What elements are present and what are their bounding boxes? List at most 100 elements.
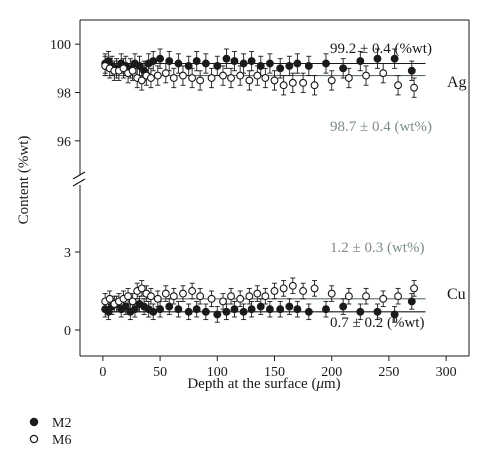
data-point-ag-m2 — [149, 50, 158, 72]
data-markers — [101, 48, 419, 323]
data-point-cu-m6 — [128, 293, 137, 310]
x-tick-label: 0 — [99, 365, 106, 380]
x-axis-label: Depth at the surface (μm) — [187, 376, 340, 392]
data-point-ag-m6 — [394, 75, 403, 96]
y-tick-label: 98 — [57, 87, 71, 102]
data-point-cu-m2 — [256, 298, 265, 315]
data-point-ag-m2 — [407, 60, 416, 81]
data-point-ag-m6 — [288, 72, 297, 93]
y-tick-label: 0 — [64, 324, 71, 339]
data-marker — [137, 76, 146, 85]
data-point-ag-m2 — [390, 48, 399, 69]
data-point-ag-m2 — [230, 50, 239, 72]
data-point-cu-m2 — [304, 303, 313, 321]
data-point-cu-m6 — [137, 280, 146, 297]
data-marker — [344, 292, 353, 301]
y-tick-label: 100 — [50, 38, 71, 53]
data-marker — [128, 66, 137, 75]
data-point-ag-m6 — [270, 70, 279, 91]
data-marker — [253, 71, 262, 80]
annotation-ag-m2: 99.2 ± 0.4 (%wt) — [330, 41, 432, 57]
data-point-cu-m6 — [245, 287, 254, 305]
data-marker — [169, 292, 178, 301]
data-marker — [128, 297, 137, 306]
data-marker — [236, 294, 245, 303]
data-point-ag-m6 — [207, 67, 216, 89]
data-marker — [362, 71, 370, 80]
data-marker — [293, 305, 302, 314]
annotation-cu-m6: 1.2 ± 0.3 (wt%) — [330, 240, 424, 256]
data-marker — [227, 74, 235, 82]
data-marker — [239, 59, 248, 68]
data-point-cu-m2 — [293, 300, 302, 318]
data-point-cu-m2 — [322, 300, 330, 318]
data-point-ag-m2 — [213, 55, 222, 77]
axis-break-marks — [72, 171, 86, 187]
data-marker — [201, 307, 210, 316]
data-point-ag-m2 — [373, 48, 382, 69]
data-point-ag-m2 — [265, 53, 274, 74]
data-point-cu-m2 — [356, 303, 365, 321]
data-marker — [196, 292, 205, 301]
data-point-cu-m6 — [146, 287, 155, 305]
data-marker — [146, 292, 155, 301]
x-tick-label: 250 — [378, 365, 399, 380]
data-point-cu-m2 — [285, 298, 294, 315]
data-point-cu-m2 — [230, 300, 239, 318]
data-marker — [149, 307, 158, 316]
data-point-cu-m2 — [165, 298, 174, 315]
element-label-cu: Cu — [447, 286, 466, 303]
data-marker — [379, 69, 388, 78]
data-point-cu-m6 — [310, 280, 319, 297]
data-marker — [247, 57, 256, 66]
data-marker — [188, 74, 197, 82]
data-point-ag-m6 — [245, 70, 254, 91]
legend-marker-m6 — [29, 434, 39, 444]
data-marker — [362, 292, 370, 301]
data-marker — [174, 305, 183, 314]
data-point-ag-m6 — [344, 67, 353, 89]
mean-lines — [102, 62, 426, 313]
data-marker — [161, 69, 170, 78]
data-point-ag-m6 — [146, 67, 155, 89]
data-point-ag-m6 — [196, 70, 205, 91]
data-point-ag-m6 — [161, 63, 170, 84]
data-point-ag-m6 — [153, 65, 162, 86]
data-marker — [137, 284, 146, 293]
data-marker — [310, 284, 319, 293]
axis-break-mark — [72, 171, 86, 180]
data-marker — [192, 57, 201, 66]
data-marker — [270, 76, 279, 85]
data-marker — [165, 57, 174, 66]
data-point-ag-m6 — [119, 58, 128, 79]
data-point-ag-m6 — [261, 67, 270, 89]
data-point-cu-m6 — [379, 290, 388, 308]
data-marker — [288, 281, 297, 290]
data-marker — [239, 307, 248, 316]
data-marker — [227, 292, 235, 301]
x-tick-label: 300 — [436, 365, 457, 380]
legend-marker-m2 — [29, 417, 39, 427]
data-marker — [153, 294, 162, 303]
data-point-ag-m2 — [135, 55, 144, 77]
data-point-ag-m2 — [356, 50, 365, 72]
data-marker — [356, 307, 365, 316]
data-marker — [192, 305, 201, 314]
data-marker — [394, 81, 403, 90]
data-marker — [179, 71, 187, 80]
data-marker — [344, 74, 353, 82]
data-point-cu-m2 — [222, 303, 231, 321]
data-point-cu-m6 — [207, 290, 216, 308]
data-point-cu-m6 — [279, 280, 288, 297]
data-marker — [339, 64, 348, 73]
data-point-cu-m2 — [390, 306, 399, 323]
data-point-cu-m6 — [261, 287, 270, 305]
data-marker — [256, 302, 265, 311]
data-point-cu-m6 — [227, 287, 235, 305]
data-marker — [156, 54, 165, 63]
data-point-cu-m6 — [188, 282, 197, 300]
data-marker — [276, 64, 285, 73]
data-point-ag-m2 — [222, 48, 231, 69]
data-marker — [156, 305, 165, 314]
x-tick-label: 200 — [321, 365, 342, 380]
